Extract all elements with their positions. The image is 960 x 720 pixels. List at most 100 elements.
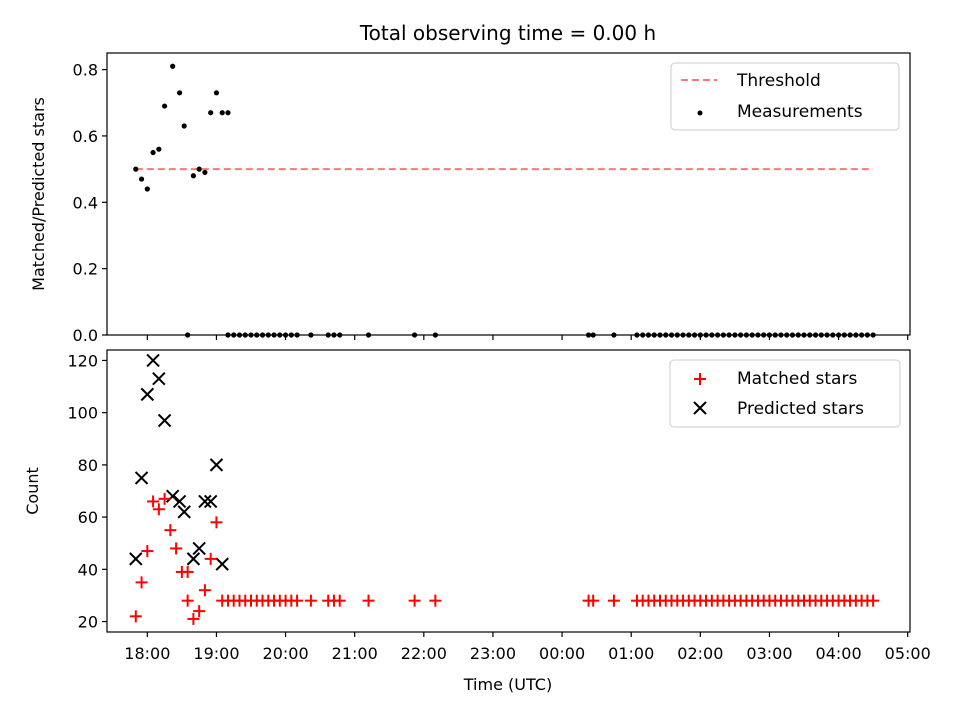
measurement-point xyxy=(156,146,162,152)
predicted-star-point xyxy=(203,494,218,509)
x-tick-label: 03:00 xyxy=(746,644,792,663)
x-tick-label: 00:00 xyxy=(539,644,585,663)
predicted-star-point xyxy=(146,353,160,368)
y-tick-label: 80 xyxy=(78,456,98,475)
matched-star-point xyxy=(129,610,142,623)
matched-star-point xyxy=(333,594,346,607)
matched-star-point xyxy=(152,503,165,516)
matched-star-point xyxy=(362,594,375,607)
matched-star-point xyxy=(187,612,200,625)
predicted-stars-points xyxy=(129,353,229,571)
top-x-ticks xyxy=(146,335,909,340)
x-tick-label: 20:00 xyxy=(263,644,309,663)
predicted-star-point xyxy=(157,413,172,428)
measurement-point xyxy=(170,63,176,69)
y-tick-label: 120 xyxy=(67,351,98,370)
x-tick-label: 05:00 xyxy=(885,644,931,663)
measurement-point xyxy=(162,103,168,109)
x-axis-label: Time (UTC) xyxy=(463,675,552,694)
measurement-point xyxy=(208,110,214,116)
predicted-star-point xyxy=(215,557,229,571)
measurement-point xyxy=(202,169,208,176)
x-tick-label: 23:00 xyxy=(470,644,516,663)
y-tick-label: 0.0 xyxy=(73,326,98,345)
predicted-star-point xyxy=(165,489,180,503)
predicted-star-point xyxy=(140,387,155,402)
x-tick-label: 04:00 xyxy=(816,644,862,663)
predicted-star-point xyxy=(152,372,166,386)
top-y-axis-label: Matched/Predicted stars xyxy=(29,97,48,291)
y-tick-label: 60 xyxy=(78,508,98,527)
matched-star-point xyxy=(607,594,620,607)
measurement-point xyxy=(176,90,183,96)
top-legend-box xyxy=(670,62,900,131)
predicted-star-point xyxy=(198,494,212,509)
matched-star-point xyxy=(304,594,317,607)
bottom-y-ticks: 20 40 60 80 100 120 xyxy=(67,351,107,632)
predicted-star-point xyxy=(209,458,224,472)
measurement-point xyxy=(213,90,220,96)
matched-star-point xyxy=(147,495,160,508)
matched-star-point xyxy=(408,594,421,607)
matched-star-point xyxy=(135,576,148,589)
matched-star-point xyxy=(429,594,442,607)
x-tick-label: 19:00 xyxy=(193,644,239,663)
measurement-point xyxy=(150,149,156,156)
x-tick-label: 02:00 xyxy=(677,644,723,663)
legend-measurements-swatch xyxy=(697,110,703,116)
legend-matched-swatch xyxy=(694,373,706,385)
predicted-star-point xyxy=(177,505,191,519)
matched-star-point xyxy=(587,594,600,607)
matched-star-point xyxy=(198,584,211,597)
chart-title: Total observing time = 0.00 h xyxy=(359,21,656,45)
top-plot-frame xyxy=(106,52,911,336)
x-tick-label: 22:00 xyxy=(401,644,447,663)
measurement-point xyxy=(144,186,150,192)
bottom-y-axis-label: Count xyxy=(23,467,42,515)
matched-star-point xyxy=(193,605,206,618)
y-tick-label: 20 xyxy=(78,613,98,632)
predicted-star-point xyxy=(129,552,143,566)
measurement-point xyxy=(190,173,197,179)
y-tick-label: 0.2 xyxy=(73,260,98,279)
x-tick-label: 21:00 xyxy=(332,644,378,663)
legend-measurements-label: Measurements xyxy=(737,102,863,122)
bottom-legend: Matched stars Predicted stars xyxy=(669,359,901,428)
predicted-star-point xyxy=(172,494,187,509)
top-legend: Threshold Measurements xyxy=(670,62,900,131)
x-tick-label: 18:00 xyxy=(124,644,170,663)
top-y-ticks: 0.0 0.2 0.4 0.6 0.8 xyxy=(73,61,107,345)
measurement-point xyxy=(138,176,145,182)
measurement-point xyxy=(133,166,139,172)
measurement-point xyxy=(181,123,187,129)
measurement-point xyxy=(196,166,202,172)
matched-star-point xyxy=(181,565,194,578)
matched-stars-points xyxy=(129,492,880,625)
legend-predicted-swatch xyxy=(693,401,707,415)
measurement-point xyxy=(225,110,231,116)
matched-star-point xyxy=(291,594,304,607)
bottom-legend-box xyxy=(669,359,901,428)
matched-star-point xyxy=(141,545,154,558)
matched-star-point xyxy=(164,524,177,537)
matched-star-point xyxy=(867,594,880,607)
matched-star-point xyxy=(204,552,217,565)
y-tick-label: 40 xyxy=(78,560,98,579)
bottom-panel: Count Time (UTC) 20 40 60 80 100 120 18:00 19:… xyxy=(23,349,931,694)
y-tick-label: 0.8 xyxy=(73,61,98,80)
matched-star-point xyxy=(158,492,171,505)
predicted-star-point xyxy=(186,552,201,566)
bottom-plot-frame xyxy=(106,349,911,633)
predicted-star-point xyxy=(134,471,149,485)
x-tick-label: 01:00 xyxy=(608,644,654,663)
legend-matched-label: Matched stars xyxy=(737,369,857,389)
matched-star-point xyxy=(170,542,183,555)
top-panel: Total observing time = 0.00 h Matched/Pr… xyxy=(29,21,911,345)
matched-star-point xyxy=(181,594,194,607)
bottom-x-ticks: 18:00 19:00 20:00 21:00 22:00 23:00 00:00 01:00… xyxy=(124,632,931,663)
legend-threshold-label: Threshold xyxy=(736,71,821,91)
matched-star-point xyxy=(210,516,223,529)
y-tick-label: 100 xyxy=(67,404,98,423)
legend-predicted-label: Predicted stars xyxy=(737,399,864,419)
